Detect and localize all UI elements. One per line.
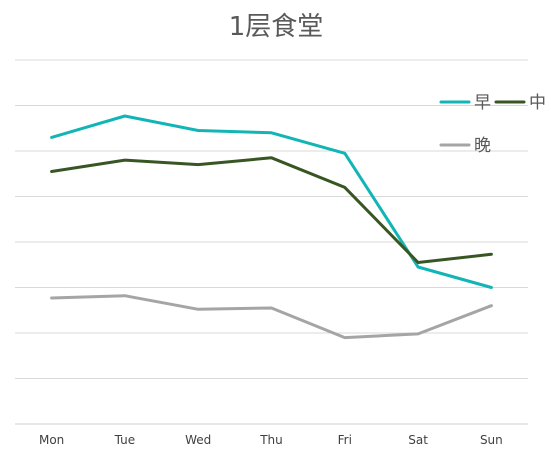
x-tick-label: Fri [338, 433, 352, 447]
gridlines [15, 59, 528, 425]
legend: 早 中晚 [439, 93, 546, 156]
x-tick-label: Thu [259, 433, 283, 447]
chart-title: 1层食堂 [229, 12, 324, 42]
series-line-2 [50, 156, 493, 264]
series-line-3 [50, 294, 493, 340]
x-tick-label: Sat [408, 433, 428, 447]
series-line-1 [50, 114, 493, 289]
x-tick-label: Sun [480, 433, 503, 447]
legend-label: 中 [529, 93, 546, 113]
legend-label: 早 [474, 93, 491, 113]
x-axis-tick-labels: Mon Tue Wed Thu Fri Sat Sun [39, 433, 503, 447]
legend-item: 中 [494, 93, 546, 113]
x-tick-label: Wed [185, 433, 211, 447]
legend-item: 晚 [439, 136, 491, 156]
legend-item: 早 [439, 93, 491, 113]
series-lines [50, 114, 493, 340]
legend-label: 晚 [474, 136, 491, 156]
x-tick-label: Mon [39, 433, 64, 447]
x-tick-label: Tue [114, 433, 136, 447]
